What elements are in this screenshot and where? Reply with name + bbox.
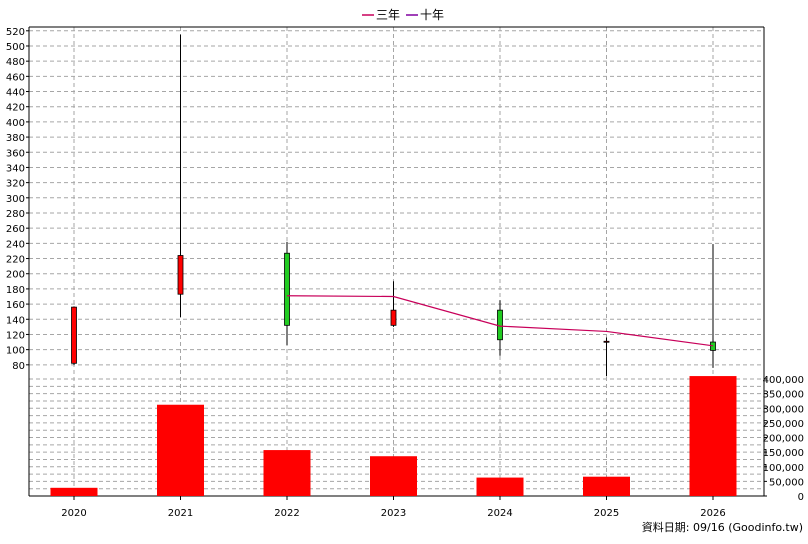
price-tick-label: 100 [6,346,25,357]
price-tick-label: 340 [6,163,25,174]
price-tick-label: 260 [6,224,25,235]
candle-body [284,252,290,326]
price-tick-label: 440 [6,88,25,99]
x-tick-label: 2023 [381,508,406,519]
volume-bar [50,487,98,496]
price-tick-label: 240 [6,239,25,250]
price-tick-label: 140 [6,315,25,326]
volume-bar [157,404,204,496]
price-tick-label: 520 [6,27,25,38]
price-tick-label: 280 [6,209,25,220]
candle-body [497,309,503,341]
volume-bar [689,376,737,496]
price-tick-label: 480 [6,57,25,68]
price-tick-label: 200 [6,270,25,281]
ma-line [286,295,714,347]
volume-tick-label: 0 [798,492,804,503]
price-tick-label: 120 [6,330,25,341]
x-tick-label: 2026 [700,508,725,519]
candle-body [177,255,184,295]
price-tick-label: 160 [6,300,25,311]
volume-bar [583,476,630,496]
price-tick-label: 360 [6,148,25,159]
candle-body [603,340,610,343]
volume-bar [476,477,524,496]
volume-tick-label: 200,000 [763,434,804,445]
x-tick-label: 2021 [168,508,193,519]
x-tick-label: 2024 [487,508,512,519]
legend-label: 十年 [420,8,444,22]
price-tick-label: 500 [6,42,25,53]
price-tick-label: 460 [6,72,25,83]
candle-body [390,309,397,326]
x-tick-label: 2020 [61,508,86,519]
volume-tick-label: 400,000 [763,375,804,386]
price-tick-label: 400 [6,118,25,129]
volume-bar [370,456,417,496]
price-tick-label: 300 [6,194,25,205]
price-tick-label: 380 [6,133,25,144]
price-tick-label: 80 [12,361,25,372]
legend-label: 三年 [376,8,400,22]
volume-tick-label: 300,000 [763,404,804,415]
volume-tick-label: 100,000 [763,463,804,474]
price-tick-label: 220 [6,255,25,266]
price-tick-label: 320 [6,179,25,190]
volume-tick-label: 250,000 [763,419,804,430]
plot-background [29,27,764,496]
price-tick-label: 180 [6,285,25,296]
price-tick-label: 420 [6,103,25,114]
volume-tick-label: 150,000 [763,448,804,459]
candle-body [710,341,716,351]
x-tick-label: 2025 [594,508,619,519]
data-date-footer: 資料日期: 09/16 (Goodinfo.tw) [642,520,803,534]
volume-tick-label: 350,000 [763,390,804,401]
volume-tick-label: 50,000 [769,477,804,488]
x-tick-label: 2022 [274,508,299,519]
volume-bar [263,450,311,496]
candle-body [71,306,77,364]
